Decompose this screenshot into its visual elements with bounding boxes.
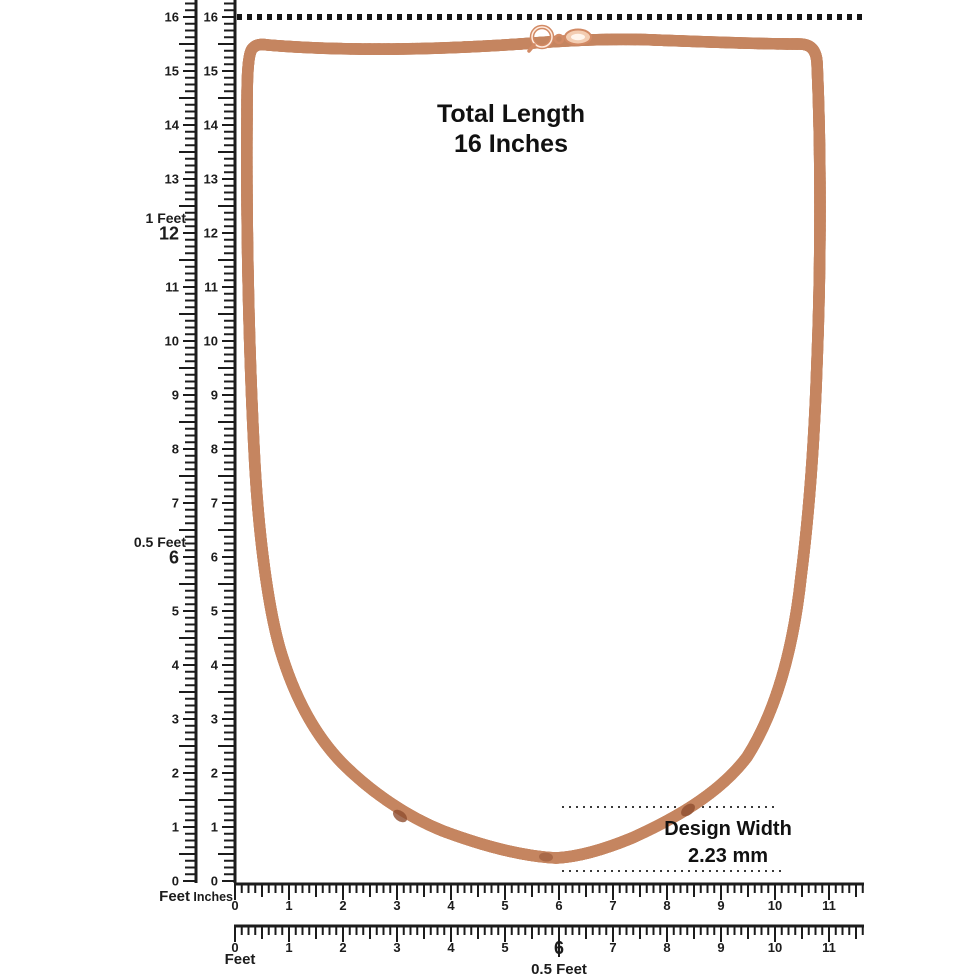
ruler-number: 10 xyxy=(165,334,179,349)
ruler-number: 6 xyxy=(211,550,218,565)
ruler-number: 14 xyxy=(204,118,219,133)
ruler-number: 4 xyxy=(172,658,180,673)
ruler-number: 11 xyxy=(204,280,218,295)
total-length-line2: 16 Inches xyxy=(454,130,568,158)
ruler-number: 2 xyxy=(211,766,218,781)
chain-dark-link-left xyxy=(392,809,408,823)
feet-callout-label: 0.5 Feet xyxy=(134,534,186,550)
ruler-number: 11 xyxy=(822,898,836,913)
ruler-number: 16 xyxy=(204,10,218,25)
ruler-number: 9 xyxy=(172,388,179,403)
ruler-number: 0 xyxy=(172,874,179,889)
ruler-number: 0 xyxy=(231,940,238,955)
ruler-number: 16 xyxy=(165,10,179,25)
chain-tag-highlight xyxy=(571,33,585,41)
ruler-number: 4 xyxy=(447,898,455,913)
ruler-unit-label: Feet xyxy=(225,951,256,968)
ruler-number: 3 xyxy=(393,940,400,955)
ruler-number: 3 xyxy=(172,712,179,727)
chain-dark-link-bottom xyxy=(539,852,553,862)
ruler-number: 7 xyxy=(211,496,218,511)
ruler-number: 13 xyxy=(165,172,179,187)
ruler-number: 6 xyxy=(554,938,564,958)
ruler-number: 6 xyxy=(169,547,179,567)
ruler-number: 10 xyxy=(204,334,218,349)
ruler-number: 14 xyxy=(165,118,180,133)
chain-highlights xyxy=(247,39,820,858)
design-width-line2: 2.23 mm xyxy=(687,845,769,867)
ruler-number: 8 xyxy=(663,940,670,955)
total-length-line1: Total Length xyxy=(436,100,586,128)
ruler-number: 7 xyxy=(609,898,616,913)
ruler-number: 9 xyxy=(717,898,724,913)
ruler-number: 11 xyxy=(165,280,179,295)
ruler-number: 7 xyxy=(172,496,179,511)
necklace-chain xyxy=(241,33,826,864)
ruler-number: 1 xyxy=(285,898,292,913)
chain-base xyxy=(247,39,820,858)
ruler-unit-label: Feet xyxy=(159,888,190,905)
design-width-annotation: Design Width 2.23 mm xyxy=(618,816,838,870)
horizontal-ruler-inches: 0 1 2 3 4 5 6 7 8 9 10 11 xyxy=(231,882,864,913)
ruler-number: 2 xyxy=(339,898,346,913)
ruler-number: 15 xyxy=(204,64,218,79)
ruler-number: 11 xyxy=(822,940,836,955)
ruler-number: 9 xyxy=(211,388,218,403)
ruler-number: 4 xyxy=(447,940,455,955)
ruler-number: 4 xyxy=(211,658,219,673)
spring-ring-clasp xyxy=(527,24,592,53)
ruler-number: 6 xyxy=(555,898,562,913)
jump-ring xyxy=(553,33,565,45)
ruler-number: 0 xyxy=(211,874,218,889)
ruler-number: 3 xyxy=(211,712,218,727)
ruler-number: 13 xyxy=(204,172,218,187)
clasp-ring-highlight xyxy=(531,26,553,48)
ruler-number: 1 xyxy=(211,820,218,835)
ruler-number: 1 xyxy=(172,820,179,835)
ruler-number: 5 xyxy=(172,604,179,619)
chain-links-alt xyxy=(247,39,820,858)
clasp-lever xyxy=(527,43,536,53)
ruler-number: 8 xyxy=(211,442,218,457)
ruler-number: 5 xyxy=(211,604,218,619)
ruler-number: 3 xyxy=(393,898,400,913)
ruler-number: 5 xyxy=(501,940,508,955)
chain-edge xyxy=(241,33,826,864)
ruler-number: 9 xyxy=(717,940,724,955)
ruler-number: 2 xyxy=(172,766,179,781)
chain-dark-link-right xyxy=(681,803,695,817)
feet-callout-label: 1 Feet xyxy=(146,210,187,226)
ruler-number: 8 xyxy=(663,898,670,913)
chain-links xyxy=(247,39,820,858)
ruler-number: 10 xyxy=(768,898,782,913)
design-width-line1: Design Width xyxy=(664,818,792,840)
ruler-number: 10 xyxy=(768,940,782,955)
total-length-annotation: Total Length 16 Inches xyxy=(376,99,646,159)
ruler-number: 0 xyxy=(231,898,238,913)
ruler-number: 12 xyxy=(159,223,179,243)
ruler-number: 1 xyxy=(285,940,292,955)
feet-callout-label: 0.5 Feet xyxy=(531,961,587,976)
horizontal-ruler-feet: 0 1 2 3 4 5 6 0.5 Feet 7 8 9 10 11 Feet xyxy=(225,924,864,976)
ruler-number: 7 xyxy=(609,940,616,955)
ruler-unit-label: Inches xyxy=(193,890,233,904)
ruler-number: 15 xyxy=(165,64,179,79)
ruler-number: 2 xyxy=(339,940,346,955)
ruler-number: 12 xyxy=(204,226,218,241)
ruler-number: 5 xyxy=(501,898,508,913)
ruler-number: 8 xyxy=(172,442,179,457)
